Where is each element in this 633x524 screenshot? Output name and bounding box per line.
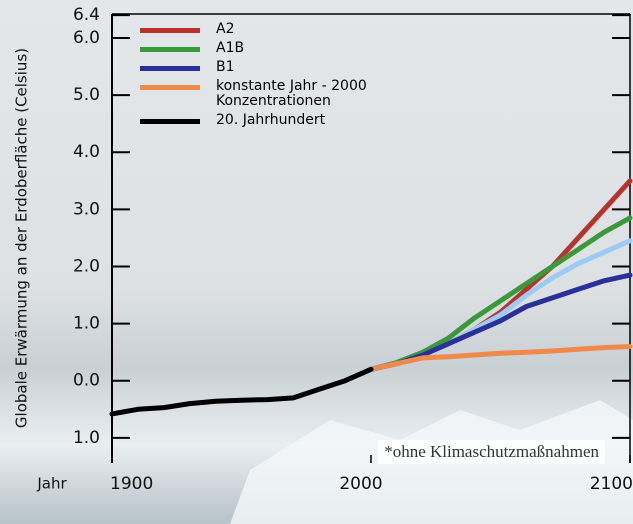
- legend-swatch: [140, 85, 200, 90]
- legend-item: A1B: [140, 41, 367, 56]
- x-axis-title: Jahr: [36, 475, 67, 493]
- y-tick-label: 6.0: [73, 28, 100, 48]
- y-tick-label: 4.0: [73, 142, 100, 162]
- legend-swatch: [140, 47, 200, 52]
- legend-swatch: [140, 28, 200, 33]
- chart: Globale Erwärmung an der Erdoberfläche (…: [0, 0, 633, 524]
- annotation: *ohne Klimaschutzmaßnahmen: [378, 440, 605, 464]
- y-tick-label: 0.0: [73, 371, 100, 391]
- legend-item: A2: [140, 22, 367, 37]
- y-axis-title: Globale Erwärmung an der Erdoberfläche (…: [13, 48, 31, 428]
- x-tick-label: 1900: [110, 474, 153, 494]
- legend-label: B1: [216, 60, 235, 75]
- y-tick-label: 6.4: [73, 5, 100, 25]
- legend-label: 20. Jahrhundert: [216, 113, 325, 128]
- y-tick-label: 3.0: [73, 199, 100, 219]
- legend-swatch: [140, 66, 200, 71]
- legend-item: B1: [140, 60, 367, 75]
- legend: A2 A1B B1 konstante Jahr - 2000 Konzentrati…: [140, 22, 367, 132]
- y-tick-label: 1.0: [73, 428, 100, 448]
- legend-item: 20. Jahrhundert: [140, 113, 367, 128]
- legend-label: A2: [216, 22, 234, 37]
- legend-label: konstante Jahr - 2000 Konzentrationen: [216, 79, 367, 109]
- y-tick-label: 1.0: [73, 314, 100, 334]
- y-tick-label: 5.0: [73, 85, 100, 105]
- legend-label: A1B: [216, 41, 244, 56]
- y-tick-label: 2.0: [73, 256, 100, 276]
- x-tick-label: 2000: [339, 474, 382, 494]
- legend-item: konstante Jahr - 2000 Konzentrationen: [140, 79, 367, 109]
- x-tick-label: 2100: [590, 474, 633, 494]
- legend-swatch: [140, 119, 200, 124]
